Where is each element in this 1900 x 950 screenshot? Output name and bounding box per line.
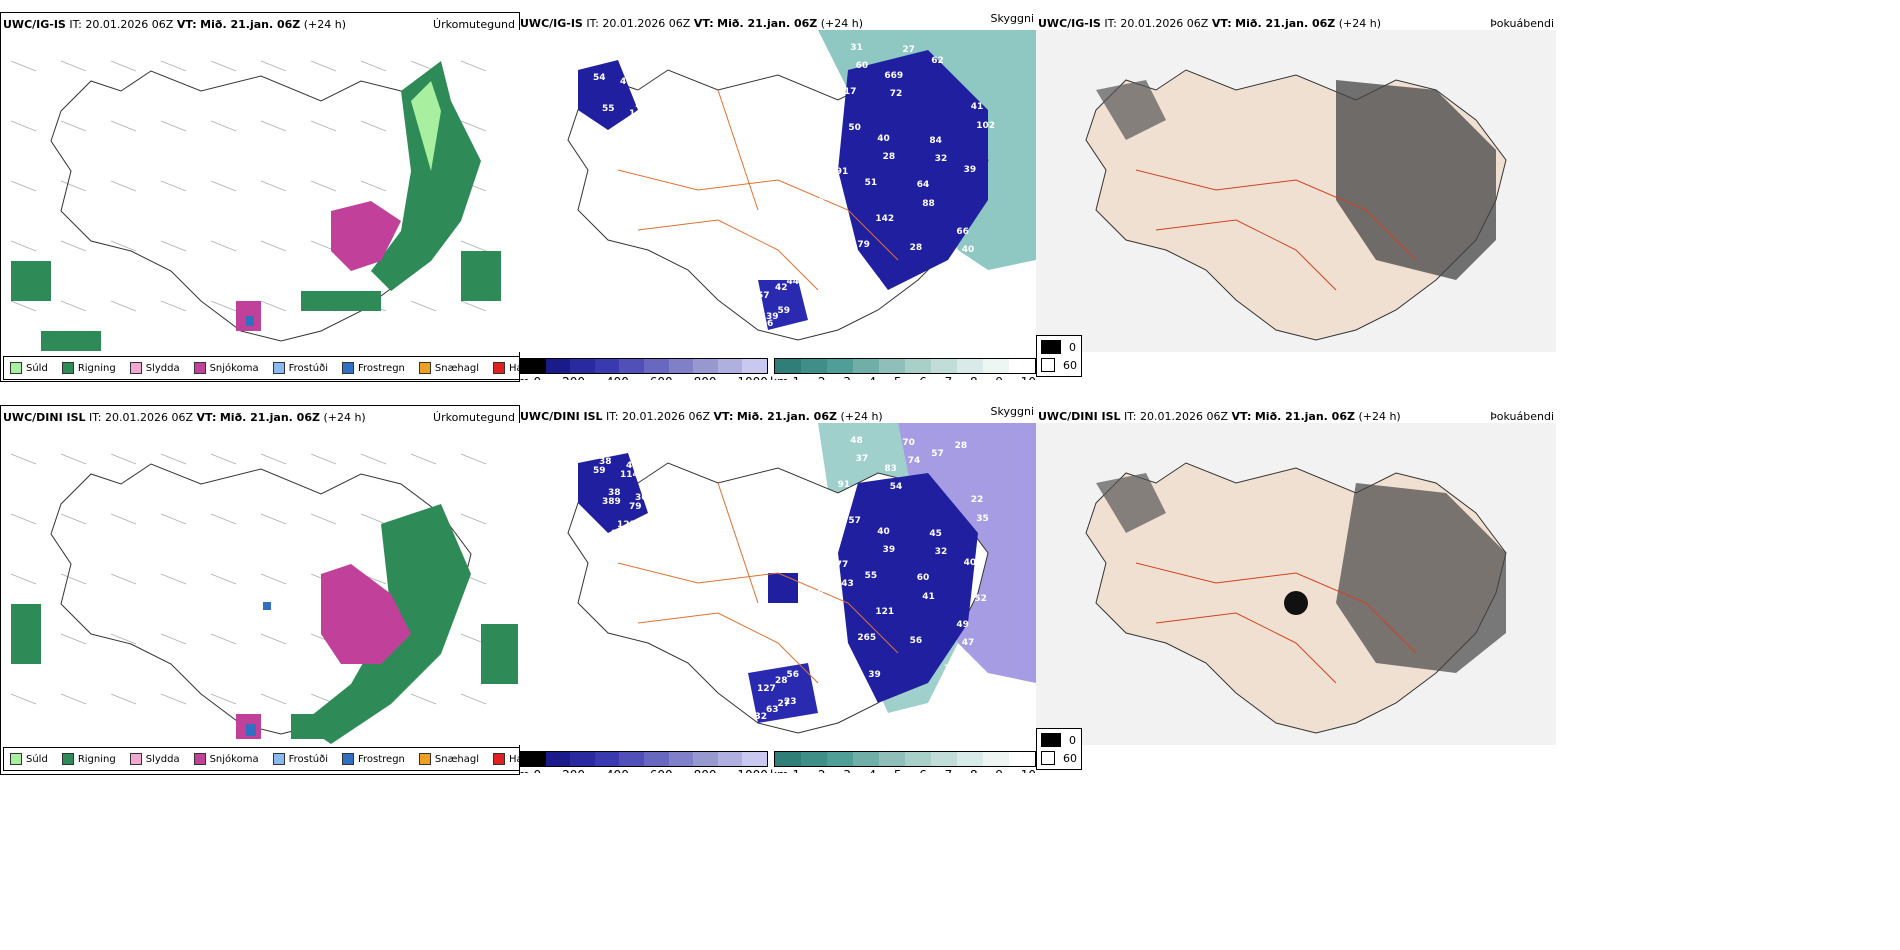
legend-swatch — [129, 362, 142, 374]
legend-item: Slydda — [129, 753, 180, 765]
visibility-colorbar — [774, 751, 1036, 767]
panel-name: Úrkomutegund — [433, 18, 515, 31]
legend-item: Haglél — [493, 362, 519, 374]
panel-title: UWC/IG-IS IT: 20.01.2026 06Z VT: Mið. 21… — [520, 17, 864, 30]
visibility-panel-top: UWC/IG-IS IT: 20.01.2026 06Z VT: Mið. 21… — [518, 12, 1036, 380]
visibility-map — [518, 423, 1036, 745]
panel-name: Skyggni — [990, 405, 1034, 418]
legend-swatch — [10, 753, 22, 765]
fog-index-map — [1036, 423, 1556, 745]
legend-swatch — [193, 753, 206, 765]
precip-type-panel-top: UWC/IG-IS IT: 20.01.2026 06Z VT: Mið. 21… — [0, 12, 520, 382]
panel-title: UWC/DINI ISL IT: 20.01.2026 06Z VT: Mið.… — [520, 410, 883, 423]
legend-item: Slydda — [129, 362, 180, 374]
fog-legend: 0 60 — [1036, 335, 1082, 377]
cloud-base-colorbar — [520, 358, 768, 374]
legend-swatch — [272, 753, 285, 765]
cloud-base-colorbar — [520, 751, 768, 767]
legend-swatch — [10, 362, 22, 374]
legend-swatch — [493, 753, 506, 765]
cloud-base-ticks: m 0 200 400 600 800 1000 — [518, 375, 768, 380]
legend-item: Snæhagl — [418, 753, 479, 765]
legend-item: Rigning — [61, 362, 116, 374]
visibility-panel-bottom: UWC/DINI ISL IT: 20.01.2026 06Z VT: Mið.… — [518, 405, 1036, 773]
legend-swatch — [61, 753, 74, 765]
panel-title: UWC/DINI ISL IT: 20.01.2026 06Z VT: Mið.… — [1038, 410, 1401, 423]
legend-item: Frostúði — [272, 362, 328, 374]
legend-item: Rigning — [61, 753, 116, 765]
legend-item: Frostúði — [272, 753, 328, 765]
precip-type-panel-bottom: UWC/DINI ISL IT: 20.01.2026 06Z VT: Mið.… — [0, 405, 520, 775]
panel-title: UWC/IG-IS IT: 20.01.2026 06Z VT: Mið. 21… — [3, 18, 347, 31]
legend-item: Frostregn — [342, 362, 405, 374]
fog-legend: 0 60 — [1036, 728, 1082, 770]
precip-map — [10, 60, 501, 351]
panel-title: UWC/DINI ISL IT: 20.01.2026 06Z VT: Mið.… — [3, 411, 366, 424]
legend-swatch — [493, 362, 506, 374]
legend-item: Snjókoma — [193, 753, 259, 765]
cloud-base-ticks: m 0 200 400 600 800 1000 — [518, 768, 768, 773]
fog-index-panel-bottom: UWC/DINI ISL IT: 20.01.2026 06Z VT: Mið.… — [1036, 405, 1556, 773]
legend-swatch — [342, 362, 354, 374]
panel-name: Þokuábendi — [1490, 410, 1554, 423]
legend-swatch — [61, 362, 74, 374]
legend-item: Súld — [10, 753, 48, 765]
legend-item: Snæhagl — [418, 362, 479, 374]
legend-swatch — [418, 753, 431, 765]
precip-map — [10, 453, 519, 744]
visibility-ticks: km 1 2 3 4 5 6 7 8 9 10 — [770, 768, 1036, 773]
legend-swatch — [418, 362, 431, 374]
panel-title: UWC/IG-IS IT: 20.01.2026 06Z VT: Mið. 21… — [1038, 17, 1382, 30]
precip-legend: Súld Rigning Slydda Snjókoma Frostúði Fr… — [3, 356, 519, 380]
legend-item: Frostregn — [342, 753, 405, 765]
legend-item: Haglél — [493, 753, 519, 765]
legend-item: Súld — [10, 362, 48, 374]
legend-swatch — [272, 362, 285, 374]
fog-index-map — [1036, 30, 1556, 352]
visibility-colorbar — [774, 358, 1036, 374]
visibility-ticks: km 1 2 3 4 5 6 7 8 9 10 — [770, 375, 1036, 380]
fog-index-panel-top: UWC/IG-IS IT: 20.01.2026 06Z VT: Mið. 21… — [1036, 12, 1556, 380]
legend-swatch — [129, 753, 142, 765]
panel-name: Þokuábendi — [1490, 17, 1554, 30]
legend-swatch — [193, 362, 206, 374]
precip-legend: Súld Rigning Slydda Snjókoma Frostúði Fr… — [3, 747, 519, 771]
visibility-map — [518, 30, 1036, 352]
panel-name: Úrkomutegund — [433, 411, 515, 424]
legend-swatch — [342, 753, 354, 765]
legend-item: Snjókoma — [193, 362, 259, 374]
panel-name: Skyggni — [990, 12, 1034, 25]
